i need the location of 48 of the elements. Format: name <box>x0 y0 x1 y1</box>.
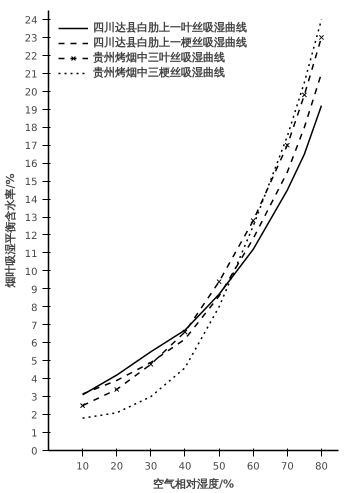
y-tick-label: 22 <box>24 51 38 62</box>
y-tick-label: 8 <box>31 302 38 314</box>
legend-label: 四川达县白肋上一叶丝吸湿曲线 <box>93 20 247 35</box>
x-tick-label: 60 <box>246 462 260 472</box>
point <box>114 386 120 392</box>
y-tick-label: 19 <box>24 105 38 116</box>
y-tick-label: 24 <box>24 15 38 26</box>
y-axis-title: 烟叶吸湿平衡含水率/% <box>4 173 17 289</box>
legend-label: 贵州烤烟中三梗丝吸湿曲线 <box>93 65 225 80</box>
x-axis-title: 空气相对湿度/% <box>152 478 234 490</box>
x-tick-label: 80 <box>315 462 328 472</box>
y-tick-label: 16 <box>24 159 38 170</box>
y-tick-label: 21 <box>24 69 38 80</box>
legend-label: 四川达县白肋上一梗丝吸湿曲线 <box>93 35 247 50</box>
x-tick-label: 40 <box>178 462 192 472</box>
y-tick-label: 6 <box>31 338 38 350</box>
y-tick-label: 11 <box>24 248 38 260</box>
x-tick-label: 20 <box>110 462 124 472</box>
y-tick-label: 13 <box>24 213 38 224</box>
x-tick-label: 30 <box>144 462 158 472</box>
y-tick-label: 17 <box>24 141 38 152</box>
y-tick-label: 20 <box>24 87 38 98</box>
y-tick-label: 12 <box>24 230 38 242</box>
y-tick-label: 18 <box>24 123 38 134</box>
x-tick-label: 70 <box>280 462 294 472</box>
point <box>182 329 188 335</box>
point <box>216 279 222 284</box>
y-tick-label: 4 <box>31 374 38 386</box>
point <box>148 362 154 367</box>
y-tick-label: 10 <box>24 266 38 278</box>
point <box>80 402 86 408</box>
point <box>284 142 290 148</box>
point <box>318 34 324 40</box>
y-tick-label: 23 <box>24 33 38 44</box>
y-tick-label: 14 <box>24 195 38 206</box>
y-tick-label: 5 <box>31 356 38 368</box>
y-tick-label: 1 <box>31 428 38 440</box>
point <box>302 92 308 98</box>
y-tick-label: 15 <box>24 177 38 188</box>
y-tick-label: 7 <box>31 320 38 332</box>
x-tick-label: 10 <box>76 462 89 472</box>
x-tick-label: 50 <box>212 462 226 472</box>
y-tick-label: 9 <box>31 284 38 296</box>
y-tick-label: 3 <box>31 392 38 404</box>
y-tick-label: 2 <box>31 410 38 422</box>
legend-label: 贵州烤烟中三叶丝吸湿曲线 <box>93 50 225 65</box>
point <box>250 218 256 224</box>
y-tick-label: 0 <box>31 446 38 458</box>
